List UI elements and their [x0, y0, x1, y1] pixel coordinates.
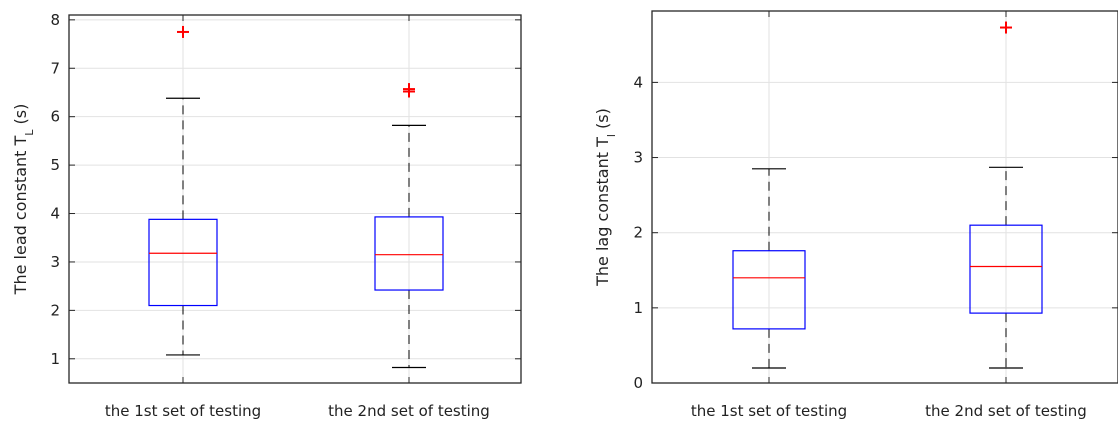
box-2 — [374, 83, 444, 369]
lag-constant-boxplot-panel: 0 1 2 3 4 the 1st set of testing the 2nd set o… — [593, 10, 1118, 420]
outlier-marker — [403, 83, 415, 96]
box-1 — [148, 25, 218, 356]
x-category-label: the 2nd set of testing — [328, 402, 490, 420]
x-category-label: the 1st set of testing — [105, 402, 261, 420]
interquartile-box — [969, 224, 1043, 314]
y-axis-label-subscript: l — [605, 134, 618, 137]
lead-constant-boxplot-panel: 1 2 3 4 5 6 7 8 the 1st set of testing the 2nd se… — [11, 11, 522, 420]
y-tick-label: 8 — [50, 11, 60, 29]
y-tick-label: 0 — [633, 374, 643, 392]
outlier-marker — [1000, 21, 1012, 34]
y-tick-label: 7 — [50, 59, 60, 77]
y-tick-label: 1 — [50, 350, 60, 368]
box-1 — [732, 168, 806, 369]
plot-frame — [651, 10, 1118, 384]
y-axis-label: The lead constant TL (s) — [11, 104, 36, 296]
y-axis-label-unit: (s) — [593, 108, 612, 134]
y-tick-label: 5 — [50, 156, 60, 174]
box-2 — [969, 21, 1043, 369]
x-category-label: the 2nd set of testing — [925, 402, 1087, 420]
interquartile-box — [732, 250, 806, 330]
interquartile-box — [374, 216, 444, 291]
y-tick-label: 6 — [50, 108, 60, 126]
y-tick-label: 2 — [50, 301, 60, 319]
y-tick-label: 2 — [633, 224, 643, 242]
y-axis-label-main: The lag constant T — [593, 137, 612, 287]
x-category-label: the 1st set of testing — [691, 402, 847, 420]
y-axis-label-unit: (s) — [11, 104, 30, 130]
y-tick-label: 3 — [50, 253, 60, 271]
outlier-marker — [177, 25, 189, 38]
interquartile-box — [148, 218, 218, 307]
y-tick-label: 4 — [633, 73, 643, 91]
y-axis-label-main: The lead constant T — [11, 136, 30, 296]
y-axis-label-subscript: L — [23, 129, 36, 136]
y-tick-label: 1 — [633, 299, 643, 317]
y-axis-label: The lag constant Tl (s) — [593, 108, 618, 287]
y-tick-label: 4 — [50, 205, 60, 223]
y-tick-label: 3 — [633, 149, 643, 167]
plot-frame — [68, 14, 522, 384]
